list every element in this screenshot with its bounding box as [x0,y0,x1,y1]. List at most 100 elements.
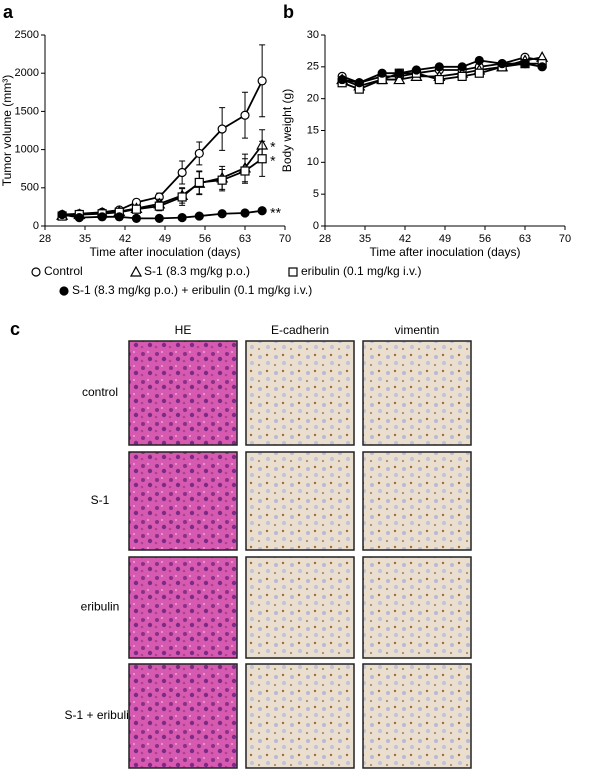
legend-label: S-1 (8.3 mg/kg p.o.) + eribulin (0.1 mg/… [72,283,312,297]
legend-label: Control [44,264,83,278]
marker [131,204,142,214]
marker [154,213,164,223]
marker [354,78,364,88]
x-tick-label: 49 [439,233,451,245]
legend-label: S-1 (8.3 mg/kg p.o.) [144,264,250,278]
legend-marker [288,267,298,277]
y-tick-label: 0 [33,220,39,232]
annotation: ** [270,204,281,220]
marker [394,68,404,78]
y-tick-label: 2500 [15,29,39,41]
marker [520,59,530,69]
marker [97,212,107,222]
marker [377,68,387,78]
row-label: S-1 [91,493,110,507]
micrograph [128,556,238,659]
x-tick-label: 56 [479,233,491,245]
y-axis-label: Tumor volume (mm³) [0,75,14,187]
marker [434,74,444,85]
marker [457,71,467,81]
marker [337,74,347,85]
x-tick-label: 28 [319,233,331,245]
marker [194,211,204,221]
panel-label: a [3,2,14,22]
marker [411,65,422,75]
column-header: vimentin [395,323,440,337]
column-header: HE [175,323,192,337]
column-header: E-cadherin [271,323,329,337]
marker [154,201,164,211]
marker [74,212,84,223]
micrograph [245,340,355,446]
x-tick-label: 42 [399,233,411,245]
marker [240,166,250,176]
y-tick-label: 5 [313,188,319,200]
marker [217,175,227,185]
row-label: S-1 + eribulin [64,708,135,722]
micrograph [362,451,472,551]
marker [177,212,187,223]
marker [177,192,187,202]
marker [57,209,67,220]
x-tick-label: 63 [239,233,251,245]
micrograph [362,663,472,769]
micrograph [245,451,355,551]
y-tick-label: 1500 [15,105,39,117]
row-label: eribulin [81,600,120,614]
marker [240,208,250,218]
panel-label: c [10,319,20,339]
panel-label: b [283,2,294,22]
marker [217,209,227,219]
x-tick-label: 70 [559,233,571,245]
marker [434,62,444,72]
marker [257,76,267,86]
y-tick-label: 500 [21,182,39,194]
y-tick-label: 2000 [15,67,39,79]
marker [474,68,484,78]
annotation: * [270,139,276,155]
marker [194,177,204,188]
marker [131,213,142,223]
micrograph [128,451,238,551]
micrograph [245,663,355,769]
marker [217,124,227,134]
micrograph [362,340,472,446]
x-tick-label: 28 [39,233,51,245]
micrograph [362,556,472,659]
micrograph [245,556,355,659]
marker [257,154,267,164]
x-axis-label: Time after inoculation (days) [90,245,241,259]
micrograph [128,340,238,446]
y-tick-label: 30 [307,29,319,41]
legend-marker [129,265,143,277]
row-label: control [82,385,118,399]
legend-marker [31,267,41,277]
marker [177,167,187,178]
x-tick-label: 70 [279,233,291,245]
x-axis-label: Time after inoculation (days) [370,245,521,259]
y-axis-label: Body weight (g) [280,89,294,172]
marker [240,110,250,120]
x-tick-label: 42 [119,233,131,245]
x-tick-label: 35 [79,233,91,245]
marker [114,212,124,222]
legend-label: eribulin (0.1 mg/kg i.v.) [301,264,422,278]
x-tick-label: 63 [519,233,531,245]
y-tick-label: 25 [307,61,319,73]
y-tick-label: 1000 [15,144,39,156]
y-tick-label: 10 [307,156,319,168]
marker [474,55,484,66]
x-tick-label: 35 [359,233,371,245]
marker [537,62,547,72]
y-tick-label: 20 [307,93,319,105]
marker [457,62,467,72]
x-tick-label: 49 [159,233,171,245]
marker [257,206,267,216]
marker [194,148,204,159]
marker [393,73,406,85]
y-tick-label: 15 [307,124,319,136]
x-tick-label: 56 [199,233,211,245]
micrograph [128,663,238,769]
annotation: * [270,152,276,168]
